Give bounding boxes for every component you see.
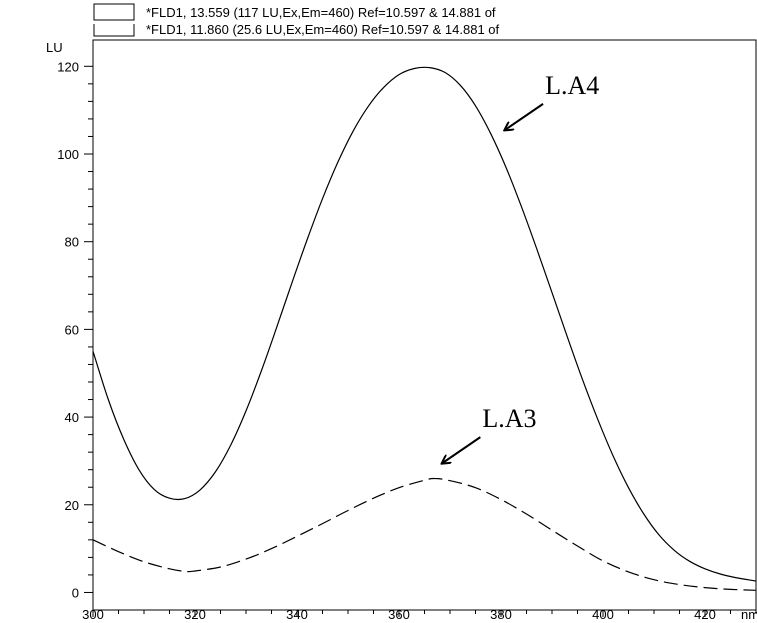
x-tick-label: 340 [286, 607, 308, 622]
series-layer [92, 66, 757, 591]
y-axis: 0 20 40 60 80 100 120 [57, 59, 93, 600]
legend-entry-dashed: *FLD1, 11.860 (25.6 LU,Ex,Em=460) Ref=10… [146, 22, 500, 37]
y-tick-label: 80 [65, 235, 79, 250]
legend: *FLD1, 13.559 (117 LU,Ex,Em=460) Ref=10.… [93, 3, 500, 37]
legend-entry-solid: *FLD1, 13.559 (117 LU,Ex,Em=460) Ref=10.… [146, 5, 496, 20]
x-tick-label: 320 [184, 607, 206, 622]
x-tick-label: 360 [388, 607, 410, 622]
x-tick-label: 300 [82, 607, 104, 622]
plot-frame [92, 39, 757, 611]
y-tick-label: 120 [57, 59, 79, 74]
x-axis-unit-label: nm [741, 607, 757, 622]
annotation-layer: L.A4 L.A3 [442, 71, 599, 463]
y-tick-label: 100 [57, 147, 79, 162]
y-tick-label: 40 [65, 410, 79, 425]
y-tick-label: 20 [65, 498, 79, 513]
x-tick-label: 380 [490, 607, 512, 622]
annotation-label: L.A4 [545, 71, 599, 100]
series-line-solid [92, 66, 757, 582]
x-axis: 300 320 340 360 380 400 420 [82, 607, 757, 622]
series-line-dashed [92, 477, 757, 591]
legend-swatch-solid [93, 3, 135, 21]
annotation-arrow [505, 103, 544, 130]
y-tick-label: 60 [65, 322, 79, 337]
y-tick-label: 0 [72, 585, 79, 600]
x-tick-label: 400 [592, 607, 614, 622]
x-tick-label: 420 [694, 607, 716, 622]
annotation-label: L.A3 [482, 404, 536, 433]
y-axis-label: LU [46, 40, 63, 55]
legend-swatch-dashed [93, 24, 135, 37]
annotation-arrow [442, 436, 481, 463]
